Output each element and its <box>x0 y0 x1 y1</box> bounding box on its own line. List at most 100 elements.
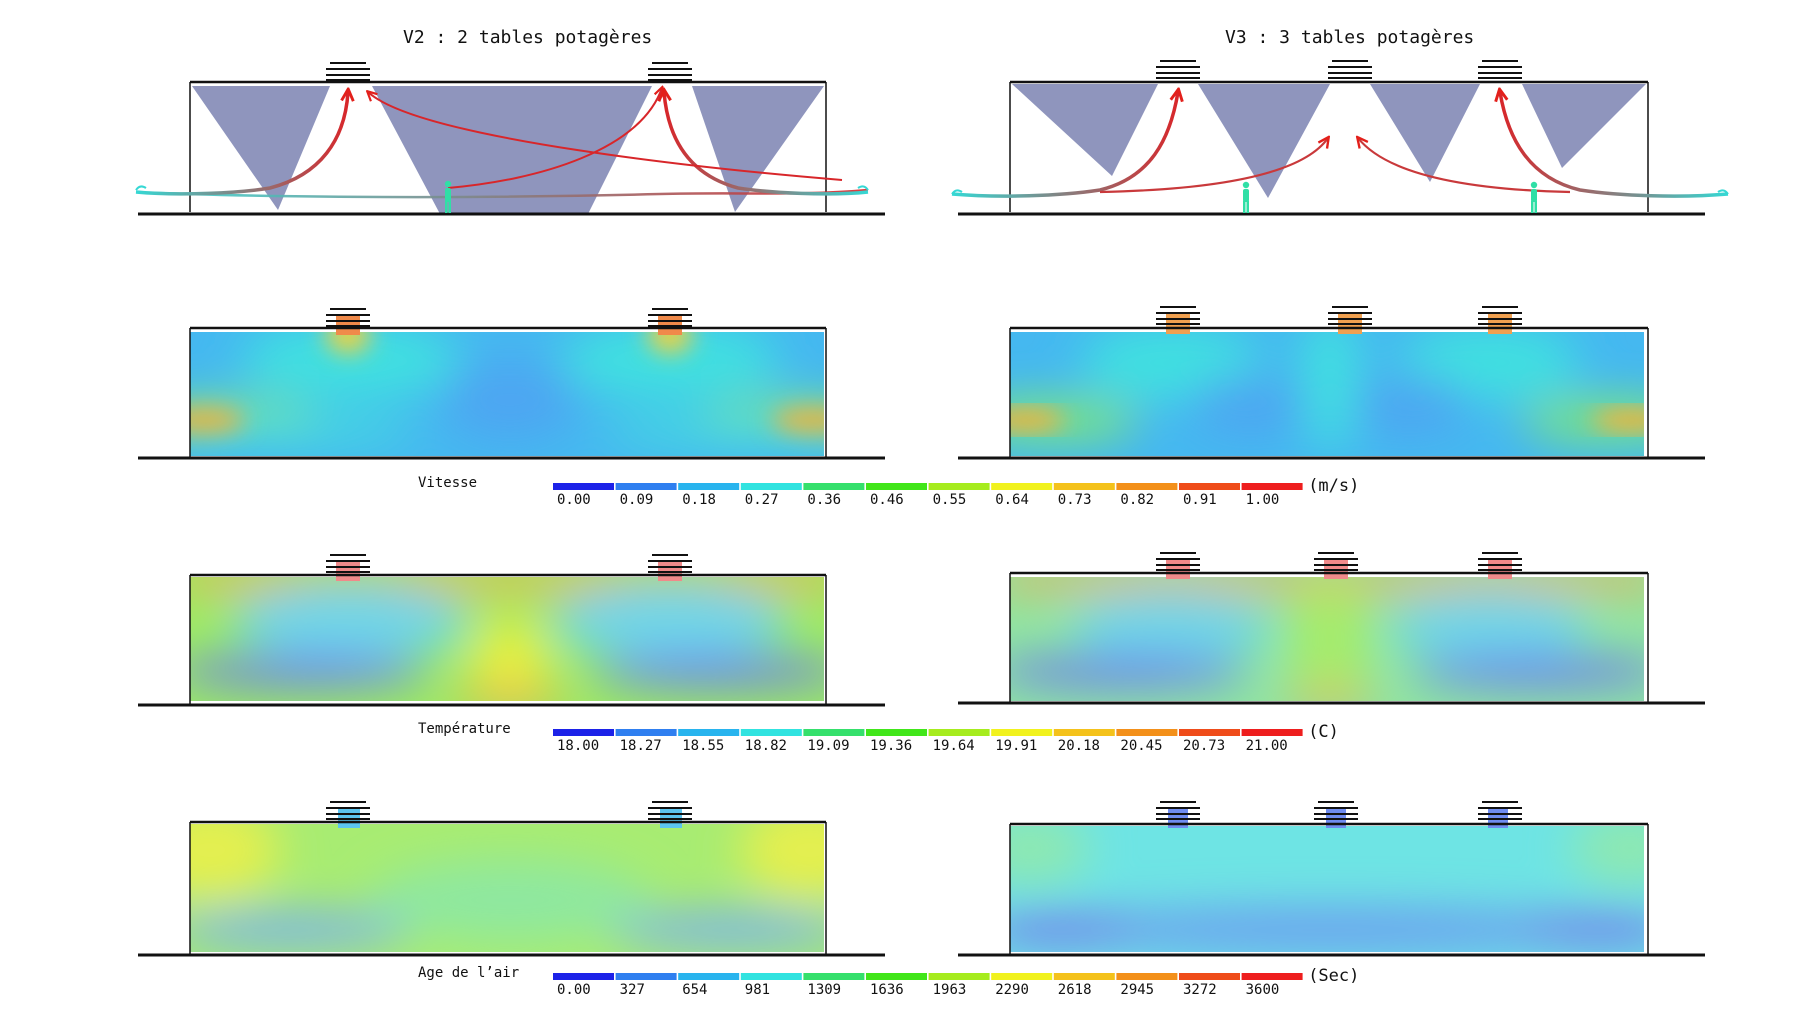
person-icon <box>1530 181 1538 213</box>
scale-tick-label: 3600 <box>1245 982 1280 998</box>
v3-shade-cone-3 <box>1370 84 1480 182</box>
scale-tick-label: 2618 <box>1057 982 1092 998</box>
scale-tick-label: 0.82 <box>1120 492 1155 508</box>
scale-tick-label: 0.27 <box>744 492 779 508</box>
scale-name: Température <box>418 721 511 737</box>
scale-swatch <box>991 973 1053 980</box>
v3-temperature-field <box>958 552 1705 705</box>
scale-tick-label: 0.64 <box>995 492 1029 508</box>
scale-swatch <box>928 729 990 736</box>
scale-tick-label: 1309 <box>807 982 842 998</box>
scale-tick-label: 18.82 <box>744 738 787 754</box>
scale-swatch <box>740 483 802 490</box>
scale-swatch <box>803 729 865 736</box>
scale-swatch <box>1179 729 1240 736</box>
color-scales <box>553 483 1303 980</box>
scale-swatch <box>1241 483 1303 490</box>
scale-swatch <box>991 729 1053 736</box>
scale-tick-label: 19.64 <box>932 738 975 754</box>
scale-swatch <box>1053 729 1115 736</box>
scale-tick-label: 2945 <box>1120 982 1155 998</box>
scale-tick-label: 20.45 <box>1120 738 1163 754</box>
v3-shade-cone-1 <box>1012 84 1158 176</box>
scale-name: Vitesse <box>418 475 478 491</box>
scale-unit: (Sec) <box>1308 966 1360 986</box>
scale-tick-label: 327 <box>619 982 645 998</box>
scale-tick-label: 19.36 <box>870 738 913 754</box>
scale-tick-label: 3272 <box>1183 982 1217 998</box>
scale-tick-label: 0.09 <box>619 492 654 508</box>
scale-tick-label: 19.91 <box>995 738 1038 754</box>
v2-schematic <box>135 62 885 216</box>
scale-swatch <box>1241 973 1303 980</box>
scale-swatch <box>866 483 927 490</box>
scale-swatch <box>740 729 802 736</box>
scale-swatch <box>1179 973 1240 980</box>
scale-tick-label: 20.18 <box>1057 738 1100 754</box>
scale-tick-label: 18.55 <box>682 738 725 754</box>
v3-shade-cone-4 <box>1522 84 1646 168</box>
v3-shade-cone-2 <box>1198 84 1330 198</box>
scale-tick-label: 21.00 <box>1245 738 1288 754</box>
scale-swatch <box>553 483 614 490</box>
v3-schematic <box>951 60 1729 216</box>
scale-tick-label: 1636 <box>870 982 904 998</box>
scale-tick-label: 0.91 <box>1183 492 1217 508</box>
scale-swatch <box>1053 973 1115 980</box>
scale-swatch <box>1116 483 1178 490</box>
scale-tick-label: 0.00 <box>557 982 591 998</box>
scale-tick-label: 654 <box>682 982 708 998</box>
scale-swatch <box>615 973 677 980</box>
person-icon <box>444 180 452 213</box>
v2-shade-cone-3 <box>692 86 824 212</box>
scale-swatch <box>678 973 740 980</box>
scale-swatch <box>803 483 865 490</box>
scale-swatch <box>991 483 1053 490</box>
scale-swatch <box>1116 973 1178 980</box>
scale-swatch <box>1241 729 1303 736</box>
scale-swatch <box>866 729 927 736</box>
scale-name: Age de l’air <box>418 965 520 981</box>
scale-tick-label: 18.00 <box>557 738 600 754</box>
v3-air-age-field <box>958 801 1705 957</box>
scale-unit: (C) <box>1308 722 1339 742</box>
scale-tick-label: 19.09 <box>807 738 850 754</box>
scale-swatch <box>678 729 740 736</box>
scale-tick-label: 0.46 <box>870 492 904 508</box>
scale-swatch <box>678 483 740 490</box>
scale-swatch <box>615 483 677 490</box>
scale-swatch <box>1053 483 1115 490</box>
v2-title: V2 : 2 tables potagères <box>403 27 653 48</box>
scale-unit: (m/s) <box>1308 476 1360 496</box>
scale-swatch <box>1179 483 1240 490</box>
scale-tick-label: 981 <box>744 982 771 998</box>
scale-tick-label: 18.27 <box>619 738 662 754</box>
v2-air-age-field <box>138 801 885 957</box>
scale-swatch <box>803 973 865 980</box>
scale-tick-label: 0.55 <box>932 492 967 508</box>
v3-velocity-field <box>958 306 1705 460</box>
v2-temperature-field <box>138 554 885 707</box>
scale-tick-label: 1963 <box>932 982 967 998</box>
scale-tick-label: 0.00 <box>557 492 591 508</box>
scale-swatch <box>553 973 614 980</box>
v2-shade-cone-2 <box>372 86 652 214</box>
person-icon <box>1242 181 1250 213</box>
v3-title: V3 : 3 tables potagères <box>1225 27 1475 48</box>
v2-shade-cone-1 <box>192 86 330 210</box>
scale-tick-label: 0.18 <box>682 492 716 508</box>
v2-velocity-field <box>138 308 885 460</box>
scale-tick-label: 1.00 <box>1245 492 1280 508</box>
scale-swatch <box>928 973 990 980</box>
scale-tick-label: 0.36 <box>807 492 842 508</box>
scale-swatch <box>928 483 990 490</box>
scale-swatch <box>553 729 614 736</box>
scale-swatch <box>1116 729 1178 736</box>
scale-swatch <box>866 973 927 980</box>
scale-tick-label: 2290 <box>995 982 1029 998</box>
scale-swatch <box>615 729 677 736</box>
scale-tick-label: 0.73 <box>1057 492 1092 508</box>
scale-tick-label: 20.73 <box>1183 738 1226 754</box>
